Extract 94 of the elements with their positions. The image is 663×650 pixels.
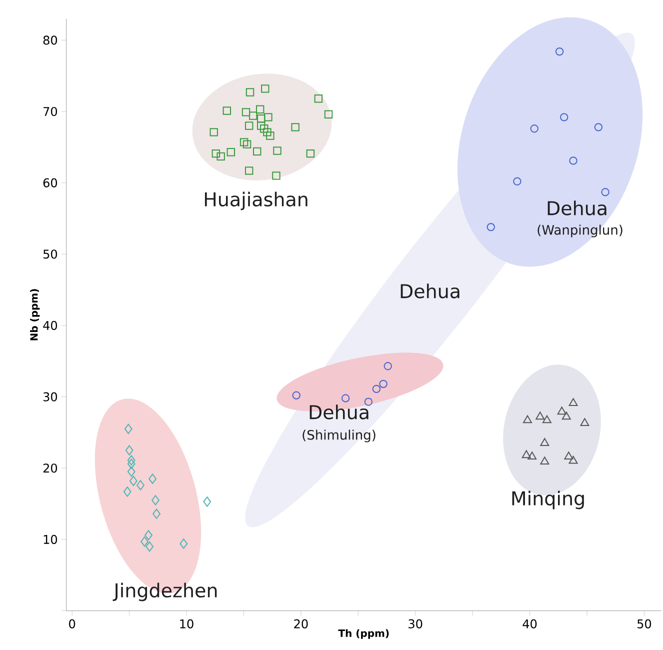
y-tick-label: 50 [43,250,58,259]
point [263,128,272,136]
point [292,391,300,400]
point [557,406,566,415]
y-tick-label: 60 [43,178,58,188]
point [242,140,252,148]
point [226,148,236,156]
point [324,110,333,118]
point [257,122,266,130]
point [528,452,537,460]
point [212,149,220,158]
point [242,108,250,116]
point [257,114,266,123]
point [562,412,571,420]
point [379,380,388,388]
point [486,222,495,232]
point [125,445,134,456]
point [568,398,578,406]
point [180,538,188,549]
y-axis-title: Nb (ppm) [30,289,40,340]
point [240,138,248,146]
annotation: Jingdezhen [112,582,217,602]
y-tick-label: 40 [43,320,58,330]
point [123,486,132,497]
point [569,156,578,165]
point [260,124,268,133]
annotation: (Wanpinglun) [538,224,622,238]
point [264,113,272,122]
annotation: Dehua [310,404,368,420]
point [560,113,568,122]
point [210,128,218,136]
x-tick-label: 40 [522,619,537,628]
point [542,415,552,424]
point [253,147,262,156]
point [273,146,282,155]
point [140,536,148,547]
annotation: Dehua [400,284,460,298]
point [306,149,315,158]
point [146,541,154,552]
annotation: Huajiashan [204,192,308,210]
point [314,94,323,103]
point [203,496,212,507]
point [246,88,254,96]
x-tick-label: 30 [408,619,422,628]
y-tick-label: 10 [44,534,58,544]
point [272,172,280,180]
y-tick-label: 80 [43,36,58,45]
point [266,132,274,140]
x-axis-title: Th (ppm) [338,629,389,639]
annotation: Dehua [548,200,606,216]
point [222,106,232,115]
point [245,166,254,175]
point [601,188,610,196]
point [261,84,270,93]
y-tick-label: 30 [43,392,58,402]
point [536,412,545,420]
point [594,123,603,132]
point [256,105,264,114]
point [530,124,538,133]
point [249,112,258,120]
point [522,450,531,458]
point [152,508,160,519]
point [372,384,381,394]
point [564,452,574,460]
point [216,152,225,161]
point [523,415,532,424]
y-tick-label: 70 [44,106,58,116]
point [540,438,550,446]
point [129,476,138,486]
point [364,398,373,406]
point [148,474,156,484]
point [127,466,136,477]
x-tick-label: 10 [180,619,194,628]
point [144,530,152,540]
point [555,47,564,56]
point [127,455,136,466]
y-tick-label: 20 [43,464,58,473]
point [568,456,578,464]
point [291,123,300,132]
x-tick-label: 20 [294,619,308,628]
annotation: Minqing [512,490,584,510]
point [384,362,392,370]
x-tick-label: 0 [69,619,76,628]
point [124,424,132,434]
point [127,458,136,469]
point [136,480,144,490]
point [580,418,590,426]
point [341,394,350,402]
point [540,456,550,464]
point [245,122,254,130]
point [152,495,160,506]
x-tick-label: 50 [638,619,652,628]
point [513,177,522,186]
annotation: (Shimuling) [302,430,376,442]
